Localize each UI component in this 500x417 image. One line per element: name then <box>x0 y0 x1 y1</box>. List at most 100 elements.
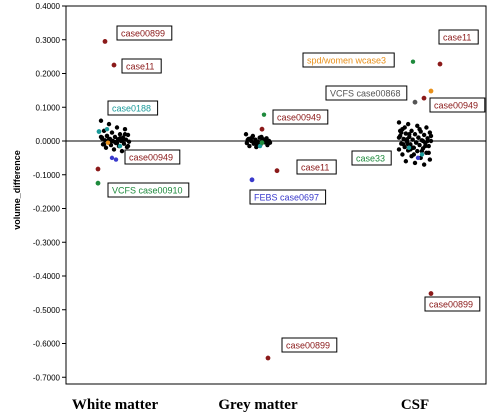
data-point <box>101 142 107 147</box>
data-point-colored <box>415 155 421 161</box>
data-point <box>259 134 264 140</box>
data-point <box>426 143 431 149</box>
annotation-text: case11 <box>126 62 154 72</box>
annotation-text: case00899 <box>121 29 165 39</box>
annotation-label: VCFS case00910 <box>107 182 190 198</box>
data-point <box>409 128 414 134</box>
annotation-box <box>107 100 159 116</box>
annotation-text: case00899 <box>429 300 473 310</box>
data-point-colored <box>410 59 416 64</box>
data-point-colored <box>261 112 267 117</box>
highlighted-point <box>428 88 434 94</box>
data-point <box>404 137 410 142</box>
y-tick-label: 0.2000 <box>36 70 61 79</box>
annotation-label: spd/women wcase3 <box>302 52 395 68</box>
annotation-text: case33 <box>356 154 385 164</box>
annotation-label: VCFS case00868 <box>325 85 408 101</box>
data-point <box>405 142 411 147</box>
data-point <box>396 147 402 152</box>
data-point <box>419 148 425 154</box>
data-point <box>125 143 131 149</box>
data-point <box>122 132 128 137</box>
data-point <box>402 125 407 130</box>
x-category-label: CSF <box>401 397 429 413</box>
data-point <box>98 118 104 123</box>
annotation-box <box>121 58 162 74</box>
annotation-label: case00899 <box>281 337 338 353</box>
y-tick-label: -0.7000 <box>33 373 61 382</box>
point-annotations: case00899 case11 case0188 case00949 VCFS cas… <box>107 25 486 353</box>
annotation-label: case00949 <box>429 97 486 113</box>
annotation-text: case11 <box>443 33 471 43</box>
data-point <box>428 133 434 139</box>
data-point <box>427 157 433 162</box>
annotation-text: case00949 <box>129 153 173 163</box>
data-point <box>421 132 427 138</box>
annotation-box <box>351 150 392 166</box>
y-tick-label: -0.4000 <box>33 272 61 281</box>
data-point <box>243 132 249 137</box>
data-point <box>413 140 419 145</box>
data-point <box>423 143 428 149</box>
highlighted-point <box>249 177 255 183</box>
annotation-box <box>429 97 486 113</box>
data-point <box>112 139 118 145</box>
annotation-text: spd/women wcase3 <box>307 56 386 66</box>
data-point <box>121 141 127 146</box>
highlighted-point <box>95 180 101 186</box>
data-point <box>426 150 431 156</box>
annotation-box <box>325 85 408 101</box>
annotation-box <box>281 337 338 353</box>
data-point <box>400 152 405 157</box>
y-tick-label: 0.4000 <box>36 2 61 11</box>
data-point-colored <box>117 143 123 149</box>
y-tick-label: -0.5000 <box>33 306 61 315</box>
annotation-label: case33 <box>351 150 392 166</box>
data-point <box>411 152 417 157</box>
highlighted-point <box>421 95 427 101</box>
highlighted-point <box>428 291 434 296</box>
highlighted-point <box>259 126 265 132</box>
data-point <box>405 121 411 127</box>
data-point <box>410 137 415 142</box>
annotation-box <box>272 109 329 125</box>
annotation-text: case00949 <box>277 113 321 123</box>
data-point-colored <box>109 155 115 161</box>
annotation-box <box>107 182 190 198</box>
annotation-text: FEBS case0697 <box>254 193 319 203</box>
plot-frame <box>65 5 487 385</box>
data-point <box>114 125 120 130</box>
data-point <box>99 135 105 140</box>
annotation-label: FEBS case0697 <box>249 189 327 205</box>
data-point <box>119 148 125 154</box>
data-point <box>252 139 257 145</box>
data-point <box>415 123 420 129</box>
annotation-text: case11 <box>301 163 329 173</box>
annotation-label: case11 <box>121 58 162 74</box>
x-category-label: White matter <box>72 397 159 413</box>
x-axis-categories: White matter Grey matter CSF <box>72 397 429 413</box>
highlighted-point <box>96 129 102 134</box>
highlighted-point <box>102 39 108 44</box>
data-point <box>416 135 421 140</box>
y-tick-label: -0.1000 <box>33 171 61 180</box>
data-point <box>421 162 427 167</box>
data-point <box>126 139 132 144</box>
annotation-label: case11 <box>296 159 337 175</box>
data-point <box>407 132 412 137</box>
annotation-text: case00949 <box>434 101 478 111</box>
annotation-text: case0188 <box>112 104 151 114</box>
highlighted-point <box>437 61 443 67</box>
annotation-label: case00949 <box>272 109 329 125</box>
data-point <box>117 132 123 137</box>
annotation-box <box>296 159 337 175</box>
highlighted-point <box>111 62 117 68</box>
annotation-text: VCFS case00868 <box>330 89 401 99</box>
data-point <box>112 134 118 140</box>
data-point <box>103 145 109 150</box>
y-tick-label: -0.3000 <box>33 238 61 247</box>
data-point <box>106 121 112 127</box>
data-point <box>412 160 418 166</box>
